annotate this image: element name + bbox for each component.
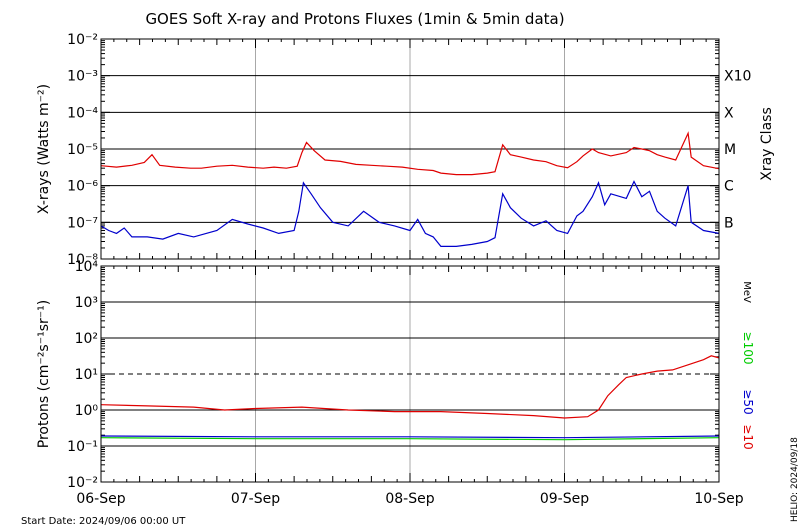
y-tick-label: 10⁰ [75,403,99,419]
chart-title: GOES Soft X-ray and Protons Fluxes (1min… [145,10,564,28]
y-tick-label: 10⁴ [75,259,99,275]
unit-label: MeV [741,281,752,303]
y-tick-label: 10⁻⁵ [67,142,98,158]
legend-blue: ≥50 [741,389,755,414]
y-tick-label: 10⁻⁷ [67,215,98,231]
x-axis: 06-Sep 07-Sep 08-Sep 09-Sep 10-Sep [76,491,743,507]
y-tick-label: 10⁻¹ [67,439,98,455]
series-blue-line [101,180,719,247]
credit-label: HELIO: 2024/09/18 [790,437,800,522]
proton-panel: 10⁻² 10⁻¹ 10⁰ 10¹ 10² 10³ 10⁴ Protons (cm⁻²s⁻¹s… [36,259,755,491]
y-tick-label: 10⁻⁴ [67,105,98,121]
y-tick-label: 10⁻² [67,32,98,48]
x-tick-label: 07-Sep [231,491,280,507]
y-tick-label: 10⁻⁸ [67,252,98,268]
start-date-label: Start Date: 2024/09/06 00:00 UT [21,516,186,527]
right-axis-title: Xray Class [759,107,775,181]
y-tick-label: 10¹ [75,367,98,383]
xray-panel: 10⁻⁸ 10⁻⁷ 10⁻⁶ 10⁻⁵ 10⁻⁴ 10⁻³ 10⁻² X-rays (Watt… [36,32,775,268]
series-green-line [101,437,719,441]
y-tick-label: 10² [75,331,98,347]
x-tick-label: 10-Sep [694,491,743,507]
y-tick-label: 10⁻³ [67,69,98,85]
legend-red: ≥10 [741,424,755,449]
legend-green: ≥100 [741,332,755,365]
series-red-line [101,131,719,176]
xray-class-label: C [724,179,734,195]
xray-class-label: M [724,142,736,158]
xray-class-label: X [724,105,734,121]
y-axis-label: X-rays (Watts m⁻²) [36,84,52,214]
x-tick-label: 08-Sep [385,491,434,507]
y-tick-label: 10⁻² [67,475,98,491]
xray-class-label: X10 [724,69,751,85]
xray-class-label: B [724,215,734,231]
y-tick-label: 10⁻⁶ [67,179,98,195]
x-tick-label: 09-Sep [540,491,589,507]
x-tick-label: 06-Sep [76,491,125,507]
series-blue-line [101,435,719,439]
y-axis-label: Protons (cm⁻²s⁻¹sr⁻¹) [36,300,52,449]
series-red-line [101,355,719,419]
y-tick-label: 10³ [75,295,98,311]
